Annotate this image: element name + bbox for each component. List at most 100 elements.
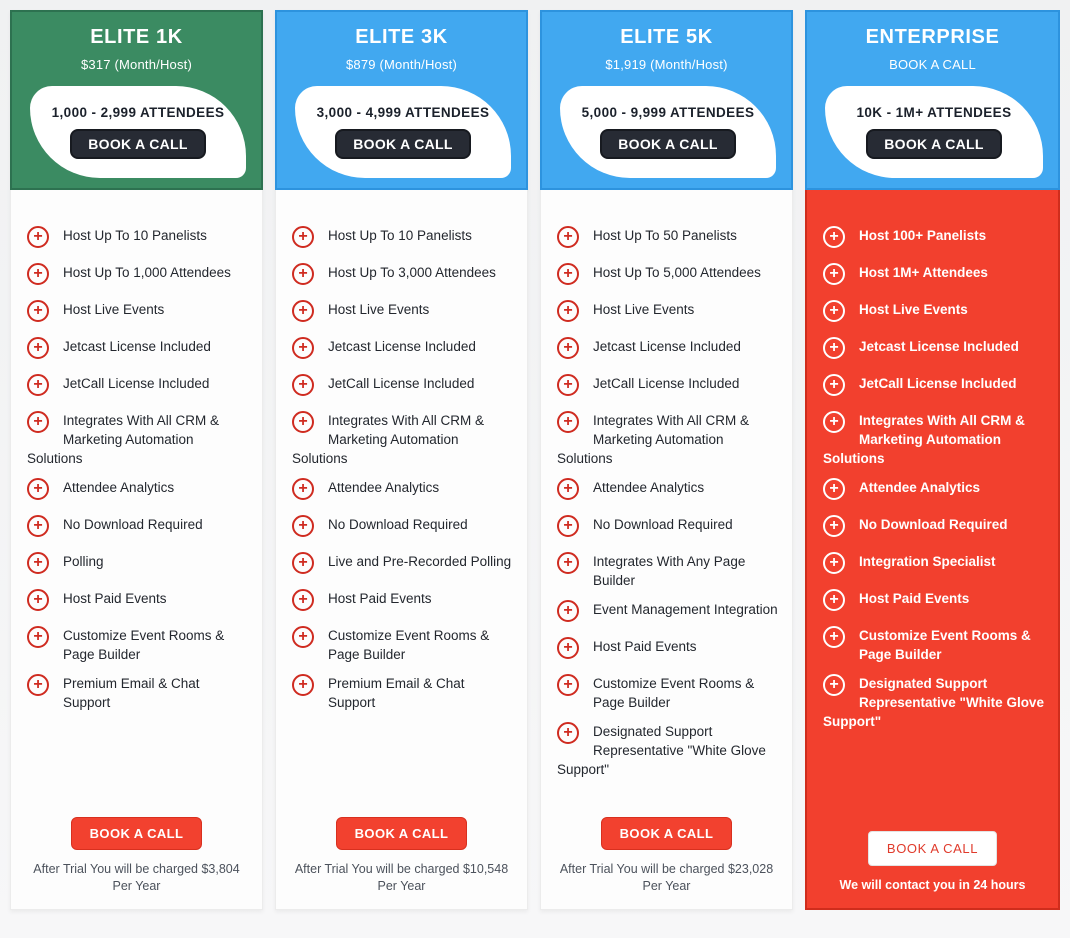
plus-circle-icon: + (823, 626, 845, 648)
feature-text: Polling (63, 554, 104, 569)
plus-circle-icon: + (292, 478, 314, 500)
feature-item: + Customize Event Rooms & Page Builder (292, 626, 515, 664)
plus-circle-icon: + (292, 226, 314, 248)
feature-item: + Jetcast License Included (27, 337, 250, 359)
feature-item: + Host Paid Events (823, 589, 1046, 611)
feature-text: Jetcast License Included (63, 339, 211, 354)
plus-circle-icon: + (823, 263, 845, 285)
plus-circle-icon: + (292, 411, 314, 433)
feature-item: + Integrates With All CRM & Marketing Aut… (823, 411, 1046, 468)
book-call-header-button[interactable]: BOOK A CALL (600, 129, 736, 159)
feature-text: Attendee Analytics (593, 480, 705, 495)
plan-price: $1,919 (Month/Host) (605, 57, 728, 72)
feature-item: + No Download Required (823, 515, 1046, 537)
feature-item: + Host Paid Events (292, 589, 515, 611)
plus-circle-icon: + (27, 478, 49, 500)
plan-card-enterprise: ENTERPRISE BOOK A CALL 10K - 1M+ ATTENDE… (805, 10, 1060, 910)
plan-title: ELITE 5K (620, 26, 713, 48)
feature-item: + Host Live Events (27, 300, 250, 322)
feature-item: + JetCall License Included (557, 374, 780, 396)
book-call-footer-button[interactable]: BOOK A CALL (600, 817, 733, 850)
attendee-panel: 3,000 - 4,999 ATTENDEES BOOK A CALL (295, 86, 511, 178)
plus-circle-icon: + (557, 515, 579, 537)
plus-circle-icon: + (823, 589, 845, 611)
feature-text: Host Paid Events (859, 591, 970, 606)
plus-circle-icon: + (292, 300, 314, 322)
plus-circle-icon: + (823, 226, 845, 248)
book-call-header-button[interactable]: BOOK A CALL (866, 129, 1002, 159)
feature-text: Host Live Events (63, 302, 165, 317)
feature-text: Host Paid Events (593, 639, 697, 654)
plus-circle-icon: + (823, 478, 845, 500)
feature-item: + Premium Email & Chat Support (27, 674, 250, 712)
feature-text: Attendee Analytics (859, 480, 981, 495)
plus-circle-icon: + (823, 674, 845, 696)
feature-item: + Attendee Analytics (27, 478, 250, 500)
feature-text: Integrates With All CRM & Marketing Auto… (557, 413, 750, 466)
plus-circle-icon: + (823, 300, 845, 322)
feature-item: + Integration Specialist (823, 552, 1046, 574)
plan-price: $317 (Month/Host) (80, 57, 193, 72)
feature-list: + Host 100+ Panelists + Host 1M+ Attendees… (807, 190, 1058, 817)
book-call-footer-button[interactable]: BOOK A CALL (867, 831, 998, 866)
feature-item: + Host Up To 3,000 Attendees (292, 263, 515, 285)
plan-card-elite-3k: ELITE 3K $879 (Month/Host) 3,000 - 4,999… (275, 10, 528, 910)
plus-circle-icon: + (557, 552, 579, 574)
feature-item: + Customize Event Rooms & Page Builder (557, 674, 780, 712)
feature-text: Event Management Integration (593, 602, 778, 617)
plus-circle-icon: + (557, 411, 579, 433)
book-call-footer-button[interactable]: BOOK A CALL (70, 817, 203, 850)
feature-text: Live and Pre-Recorded Polling (328, 554, 512, 569)
book-call-header-button[interactable]: BOOK A CALL (70, 129, 206, 159)
feature-text: Integration Specialist (859, 554, 996, 569)
feature-text: Host Up To 5,000 Attendees (593, 265, 761, 280)
feature-text: Attendee Analytics (328, 480, 440, 495)
feature-text: Premium Email & Chat Support (328, 676, 465, 710)
attendee-range: 10K - 1M+ ATTENDEES (856, 105, 1012, 120)
feature-item: + Customize Event Rooms & Page Builder (823, 626, 1046, 664)
feature-item: + Host 100+ Panelists (823, 226, 1046, 248)
feature-item: + Host Paid Events (27, 589, 250, 611)
plus-circle-icon: + (27, 589, 49, 611)
feature-text: Host Live Events (328, 302, 430, 317)
feature-item: + Live and Pre-Recorded Polling (292, 552, 515, 574)
plus-circle-icon: + (557, 674, 579, 696)
feature-item: + Attendee Analytics (292, 478, 515, 500)
book-call-footer-button[interactable]: BOOK A CALL (335, 817, 468, 850)
feature-text: Customize Event Rooms & Page Builder (63, 628, 225, 662)
feature-item: + Host Paid Events (557, 637, 780, 659)
feature-item: + JetCall License Included (823, 374, 1046, 396)
feature-item: + Host Up To 50 Panelists (557, 226, 780, 248)
book-call-header-button[interactable]: BOOK A CALL (335, 129, 471, 159)
plus-circle-icon: + (823, 411, 845, 433)
feature-text: Host Up To 50 Panelists (593, 228, 737, 243)
feature-item: + Host Live Events (823, 300, 1046, 322)
feature-text: Host Up To 3,000 Attendees (328, 265, 496, 280)
plus-circle-icon: + (292, 337, 314, 359)
feature-text: No Download Required (593, 517, 733, 532)
plus-circle-icon: + (557, 722, 579, 744)
feature-text: JetCall License Included (859, 376, 1017, 391)
feature-item: + Integrates With Any Page Builder (557, 552, 780, 590)
footer-note: After Trial You will be charged $23,028 … (559, 862, 774, 893)
plus-circle-icon: + (27, 515, 49, 537)
feature-text: Host Paid Events (328, 591, 432, 606)
footer-note: After Trial You will be charged $10,548 … (294, 862, 509, 893)
plus-circle-icon: + (823, 552, 845, 574)
feature-text: Host Up To 10 Panelists (328, 228, 472, 243)
feature-text: JetCall License Included (328, 376, 475, 391)
plan-footer: BOOK A CALL After Trial You will be char… (276, 817, 527, 909)
plan-header: ENTERPRISE BOOK A CALL 10K - 1M+ ATTENDE… (805, 10, 1060, 190)
attendee-range: 3,000 - 4,999 ATTENDEES (316, 105, 490, 120)
feature-item: + Polling (27, 552, 250, 574)
feature-text: No Download Required (328, 517, 468, 532)
plus-circle-icon: + (557, 337, 579, 359)
plus-circle-icon: + (557, 600, 579, 622)
feature-text: Host Live Events (593, 302, 695, 317)
feature-item: + Integrates With All CRM & Marketing Aut… (27, 411, 250, 468)
feature-item: + Host Up To 1,000 Attendees (27, 263, 250, 285)
plus-circle-icon: + (557, 374, 579, 396)
attendee-range: 5,000 - 9,999 ATTENDEES (581, 105, 755, 120)
feature-item: + Integrates With All CRM & Marketing Aut… (292, 411, 515, 468)
feature-item: + Jetcast License Included (823, 337, 1046, 359)
